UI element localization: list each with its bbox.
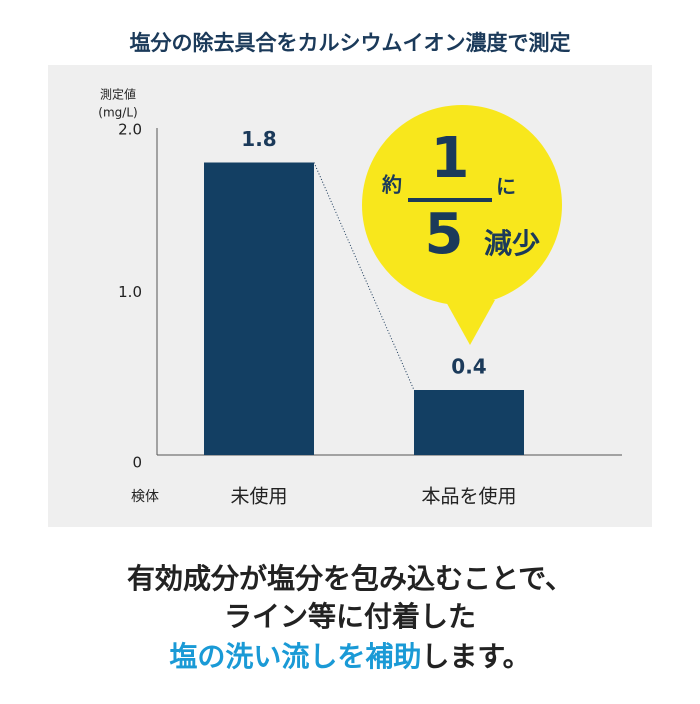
x-tick-label: 未使用 xyxy=(230,486,287,508)
connector xyxy=(313,162,415,391)
bar xyxy=(204,162,314,455)
y-tick-label: 0 xyxy=(132,454,142,472)
callout: 約 1 に 5 減少 xyxy=(362,105,562,345)
chart-title: 塩分の除去具合をカルシウムイオン濃度で測定 xyxy=(130,31,571,55)
y-unit: (mg/L) xyxy=(98,106,137,120)
y-label: 測定値 xyxy=(100,87,136,102)
callout-denominator: 5 xyxy=(425,202,464,267)
y-tick-label: 1.0 xyxy=(118,283,142,301)
caption-rest: します。 xyxy=(421,640,530,673)
callout-suffix-top: に xyxy=(496,175,516,199)
y-tick-label: 2.0 xyxy=(118,121,142,139)
caption-line: 塩の洗い流しを補助します。 xyxy=(169,640,530,673)
x-label: 検体 xyxy=(131,489,159,505)
bar xyxy=(414,390,524,455)
value-label: 1.8 xyxy=(241,127,276,151)
caption-highlight: 塩の洗い流しを補助 xyxy=(169,640,421,673)
callout-suffix: 減少 xyxy=(484,227,540,260)
callout-numerator: 1 xyxy=(431,126,470,191)
value-label: 0.4 xyxy=(451,355,486,379)
caption-line: 有効成分が塩分を包み込むことで、 xyxy=(127,562,573,595)
callout-bubble xyxy=(362,105,562,305)
x-tick-label: 本品を使用 xyxy=(421,486,516,508)
caption-line: ライン等に付着した xyxy=(224,600,476,633)
callout-prefix: 約 xyxy=(381,173,402,197)
callout-pointer xyxy=(445,300,495,345)
panel xyxy=(48,65,652,527)
